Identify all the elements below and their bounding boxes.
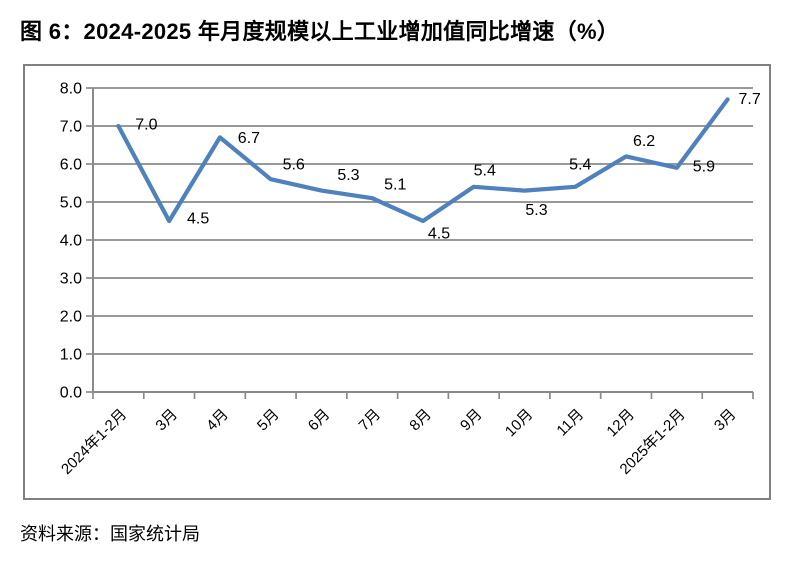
x-axis-tick-label: 9月 <box>457 406 486 435</box>
data-label: 6.2 <box>633 133 655 150</box>
x-axis-tick-label: 10月 <box>502 406 536 440</box>
y-axis-tick-label: 1.0 <box>60 347 82 364</box>
data-label: 5.6 <box>283 157 305 174</box>
data-label: 4.5 <box>187 211 209 228</box>
data-label: 7.0 <box>135 117 157 134</box>
data-label: 5.4 <box>569 156 591 173</box>
x-axis-tick-label: 7月 <box>356 406 385 435</box>
data-line <box>116 97 730 224</box>
x-axis-tick-label: 5月 <box>254 406 283 435</box>
chart-frame: 0.0 1.0 2.0 3.0 4.0 5.0 6.0 7.0 8.0 2024年1-2月 3月 4月… <box>23 64 771 500</box>
data-label: 5.3 <box>337 167 359 184</box>
x-axis-tick-label: 4月 <box>203 406 232 435</box>
y-axis-tick-label: 0.0 <box>60 385 82 402</box>
x-axis-tick-label: 3月 <box>711 406 740 435</box>
data-label: 7.7 <box>738 91 760 108</box>
data-label: 5.1 <box>384 177 406 194</box>
data-label: 5.9 <box>693 158 715 175</box>
x-axis-tick-label: 11月 <box>553 406 587 440</box>
data-label: 5.3 <box>525 202 547 219</box>
y-axis-tick-label: 5.0 <box>60 195 82 212</box>
figure-title: 图 6：2024-2025 年月度规模以上工业增加值同比增速（%） <box>20 19 620 44</box>
y-axis-tick-label: 8.0 <box>60 81 82 98</box>
y-axis-tick-label: 7.0 <box>60 119 82 136</box>
x-axis-tick-label: 3月 <box>152 406 181 435</box>
y-axis-tick-label: 2.0 <box>60 309 82 326</box>
x-axis-tick-label: 2024年1-2月 <box>58 406 130 478</box>
source-note: 资料来源：国家统计局 <box>20 524 200 544</box>
chart-svg: 0.0 1.0 2.0 3.0 4.0 5.0 6.0 7.0 8.0 2024年1-2月 3月 4月… <box>58 81 761 478</box>
data-label: 5.4 <box>474 162 496 179</box>
x-axis-tick-label: 6月 <box>305 406 334 435</box>
x-axis-tick-label: 8月 <box>406 406 435 435</box>
data-label: 4.5 <box>428 226 450 243</box>
x-axis-tick-label: 12月 <box>603 406 637 440</box>
y-axis-tick-label: 3.0 <box>60 271 82 288</box>
y-axis-tick-label: 4.0 <box>60 233 82 250</box>
y-axis-tick-label: 6.0 <box>60 157 82 174</box>
data-label: 6.7 <box>238 130 260 147</box>
